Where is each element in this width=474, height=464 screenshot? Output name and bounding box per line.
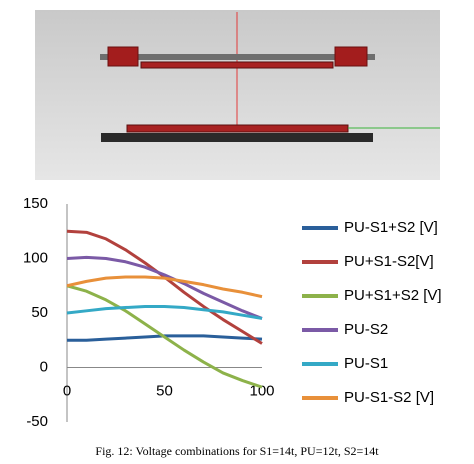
lower-plate — [126, 124, 349, 133]
y-tick-label: 0 — [40, 358, 48, 375]
series-line — [66, 284, 263, 389]
legend-label: PU-S1-S2 [V] — [344, 389, 434, 406]
x-tick-label: 0 — [63, 382, 71, 399]
y-tick-label: 50 — [31, 304, 48, 321]
x-tick-label: 100 — [249, 382, 274, 399]
upper-plate — [140, 61, 334, 69]
y-tick-label: 150 — [23, 195, 48, 212]
caption: Fig. 12: Voltage combinations for S1=14t… — [95, 444, 379, 458]
y-tick-label: -50 — [26, 413, 48, 430]
legend-label: PU+S1+S2 [V] — [344, 287, 442, 304]
series-line — [66, 229, 263, 345]
series-line — [66, 255, 263, 320]
block — [107, 46, 139, 67]
simulation-render — [35, 10, 440, 180]
y-tick-label: 100 — [23, 249, 48, 266]
legend-label: PU+S1-S2[V] — [344, 253, 434, 270]
legend-label: PU-S2 — [344, 321, 388, 338]
series-line — [66, 275, 263, 299]
legend-label: PU-S1 — [344, 355, 388, 372]
x-tick-label: 50 — [156, 382, 173, 399]
base-plate — [101, 133, 373, 142]
chart: -50 0 50 100 150 0 50 100 PU-S1+S2 [V] PU+S1-S2[V… — [23, 195, 442, 430]
block — [334, 46, 368, 67]
series-line — [66, 304, 263, 320]
legend-label: PU-S1+S2 [V] — [344, 219, 438, 236]
rod — [100, 54, 375, 60]
